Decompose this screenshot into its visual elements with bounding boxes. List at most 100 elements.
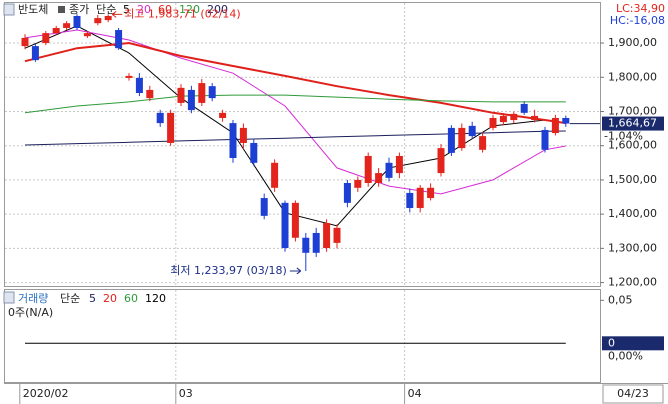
candle-body — [73, 16, 81, 28]
annotation-arrow — [289, 267, 302, 275]
candle-body — [427, 187, 435, 199]
candle-body — [447, 127, 455, 153]
volume-change-label: 0,00% — [608, 349, 643, 362]
candle-body — [94, 18, 102, 24]
candle-body — [271, 162, 279, 188]
last-date-box — [602, 384, 664, 404]
lc-label: LC:34,90 — [616, 2, 665, 15]
candle-body — [187, 89, 195, 111]
x-tick-label: 04 — [408, 387, 422, 400]
annotation-arrow — [111, 10, 123, 18]
volume-legend-entry: 20 — [103, 292, 117, 305]
panel-icon — [3, 291, 15, 304]
candle-body — [250, 142, 258, 163]
candle-body — [239, 127, 247, 143]
volume-legend-entry: 60 — [124, 292, 138, 305]
y-tick-label: 1,500,00 — [608, 173, 657, 186]
volume-ma-label: 단순 — [60, 292, 80, 305]
candle-body — [52, 27, 60, 34]
candle-body — [146, 89, 154, 99]
candle-body — [281, 202, 289, 249]
volume-last-box — [602, 336, 664, 351]
y-tick-label: 1,600,00 — [608, 139, 657, 152]
candle-body — [198, 83, 206, 103]
x-tick-label: 2020/02 — [23, 387, 69, 400]
last-price-label: 1,664,67 — [608, 117, 657, 130]
candle-body — [489, 117, 497, 128]
volume-legend-entry: 120 — [145, 292, 166, 305]
candle-body — [115, 30, 123, 49]
y-tick-label: 0,05 — [608, 293, 633, 306]
candle-body — [229, 123, 237, 159]
y-tick-label: 1,700,00 — [608, 104, 657, 117]
moving-average — [24, 130, 566, 146]
candle-body — [333, 227, 341, 243]
volume-last-label: 0 — [608, 336, 615, 349]
candle-body — [208, 86, 216, 99]
candle-body — [302, 237, 310, 253]
ma-label: 단순 — [96, 3, 116, 16]
candle-body — [468, 125, 476, 137]
candle-body — [260, 198, 268, 216]
annotation: 최저 1,233,97 (03/18) — [170, 264, 287, 277]
candle-body — [541, 129, 549, 150]
candle-body — [510, 113, 518, 121]
candle-body — [219, 112, 227, 118]
legend-entry: 200 — [207, 3, 228, 16]
last-price-box — [602, 116, 664, 131]
candle-body — [312, 232, 320, 253]
candle-body — [437, 148, 445, 174]
price-label: 종가 — [69, 3, 89, 16]
legend-entry: 120 — [179, 3, 200, 16]
candle-body — [323, 223, 331, 249]
candle-body — [104, 16, 112, 21]
candle-body — [135, 77, 143, 93]
candle-body — [354, 179, 362, 188]
legend-entry: 60 — [158, 3, 172, 16]
title: 반도체 — [18, 3, 48, 16]
legend-entry: 5 — [123, 3, 130, 16]
last-date: 04/23 — [617, 387, 649, 400]
change-label: -1,04% — [604, 130, 643, 143]
candle-body — [479, 136, 487, 150]
candle-body — [562, 117, 570, 124]
legend-entry: 20 — [137, 3, 151, 16]
candle-body — [156, 112, 164, 124]
candle-body — [406, 192, 414, 208]
x-tick-label: 03 — [179, 387, 193, 400]
annotation: 최고 1,983,71 (02/14) — [124, 7, 241, 20]
candle-body — [21, 37, 29, 47]
candle-body — [343, 182, 351, 203]
candle-body — [291, 202, 299, 238]
candle-body — [375, 173, 383, 183]
moving-average — [24, 25, 566, 227]
candle-body — [551, 117, 559, 134]
volume-panel — [4, 289, 601, 383]
candle-body — [395, 155, 403, 174]
volume-note: 0주(N/A) — [8, 306, 53, 319]
candle-body — [520, 103, 528, 113]
y-tick-label: 1,300,00 — [608, 241, 657, 254]
price-panel — [4, 2, 601, 287]
candle-body — [42, 33, 50, 44]
candle-body — [385, 162, 393, 178]
y-tick-label: 1,200,00 — [608, 276, 657, 289]
volume-legend-entry: 5 — [89, 292, 96, 305]
moving-average — [24, 94, 566, 114]
volume-title: 거래량 — [18, 292, 48, 305]
candle-body — [531, 115, 539, 121]
candle-body — [364, 155, 372, 183]
candle-body — [125, 75, 133, 78]
y-tick-label: 1,400,00 — [608, 207, 657, 220]
candle-body — [63, 23, 71, 28]
legend-icon — [58, 6, 65, 13]
candle-body — [416, 187, 424, 208]
candle-body — [177, 87, 185, 103]
candle-body — [31, 46, 39, 61]
panel-icon — [3, 3, 15, 16]
candle-body — [167, 112, 175, 143]
hc-label: HC:-16,08 — [610, 14, 665, 27]
y-tick-label: 1,900,00 — [608, 36, 657, 49]
